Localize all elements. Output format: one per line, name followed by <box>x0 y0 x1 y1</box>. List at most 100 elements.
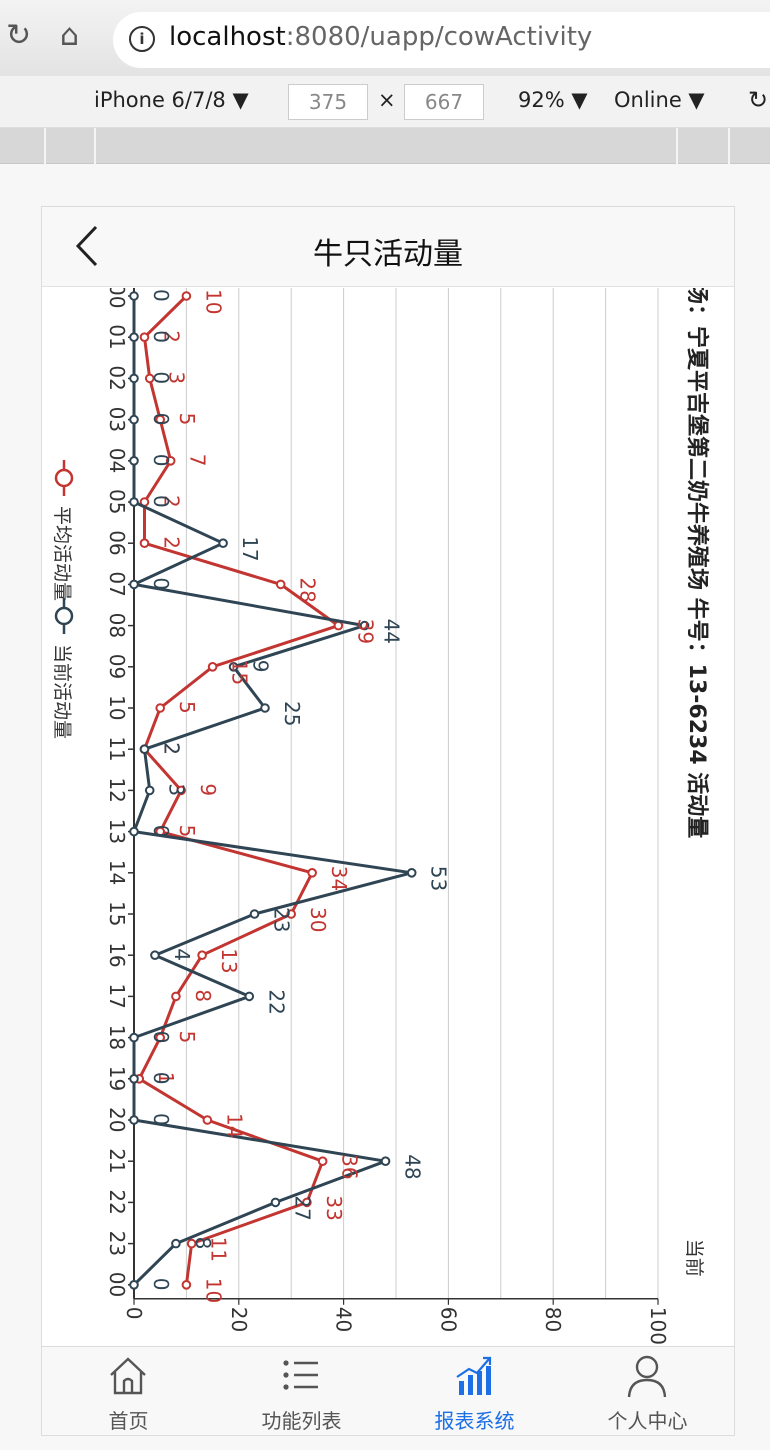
tab-function-list[interactable]: 功能列表 <box>215 1347 388 1435</box>
data-label-cur: 0 <box>149 454 173 467</box>
data-label-avg: 1 <box>154 1072 178 1085</box>
data-label-cur: 22 <box>264 989 288 1014</box>
data-point-avg <box>307 868 317 878</box>
data-point-avg <box>165 456 176 466</box>
browser-toolbar: ↻ ⌂ i localhost:8080/uapp/cowActivity <box>0 0 770 76</box>
url-text: localhost:8080/uapp/cowActivity <box>169 22 593 52</box>
network-select[interactable]: Online ▼ <box>614 88 705 112</box>
data-label-cur: 0 <box>149 825 173 838</box>
data-label-avg: 34 <box>327 866 351 891</box>
tab-home[interactable]: 首页 <box>42 1347 215 1435</box>
chart-icon <box>456 1356 492 1395</box>
tab-home-label: 首页 <box>108 1409 149 1433</box>
home-nav-icon[interactable]: ⌂ <box>60 18 80 53</box>
data-label-cur: 44 <box>380 619 404 644</box>
data-label-avg: 36 <box>338 1154 362 1179</box>
data-point-cur <box>129 373 139 384</box>
data-label-avg: 2 <box>159 536 183 549</box>
tab-profile[interactable]: 个人中心 <box>561 1347 734 1435</box>
data-point-cur <box>129 456 139 466</box>
data-point-avg <box>197 950 207 961</box>
category-label: 16 <box>105 942 129 967</box>
data-point-avg <box>144 373 155 384</box>
legend-label-avg: 平均活动量 <box>51 506 73 601</box>
info-icon[interactable]: i <box>129 26 155 52</box>
value-tick-label: 80 <box>541 1307 565 1332</box>
data-point-cur <box>129 414 139 425</box>
value-tick-label: 60 <box>436 1307 460 1332</box>
data-label-avg: 2 <box>159 742 183 755</box>
data-label-avg: 10 <box>201 1278 225 1303</box>
tab-reports[interactable]: 报表系统 <box>388 1347 561 1435</box>
data-point-avg <box>202 1115 213 1125</box>
reload-icon[interactable]: ↻ <box>6 18 32 53</box>
category-label: 00 <box>105 288 129 308</box>
data-point-avg <box>176 785 186 796</box>
data-label-avg: 14 <box>222 1113 246 1138</box>
value-tick-label: 0 <box>122 1307 146 1320</box>
back-icon[interactable] <box>66 221 110 271</box>
data-label-avg: 7 <box>186 454 210 467</box>
legend-marker-cur <box>54 606 74 626</box>
rotate-icon[interactable]: ↻ <box>748 86 769 114</box>
data-point-cur <box>129 1074 139 1084</box>
data-point-avg <box>286 909 296 919</box>
category-label: 17 <box>105 983 129 1008</box>
data-point-cur <box>129 497 139 507</box>
data-label-avg: 13 <box>217 948 241 973</box>
data-point-cur <box>139 744 150 755</box>
data-label-avg: 28 <box>296 577 320 602</box>
data-label-cur: 0 <box>149 289 173 302</box>
data-point-avg <box>155 1032 165 1043</box>
data-label-avg: 11 <box>207 1237 231 1262</box>
address-bar[interactable]: i localhost:8080/uapp/cowActivity <box>113 12 770 68</box>
data-point-cur <box>150 950 160 961</box>
legend-label-cur: 当前活动量 <box>51 644 73 739</box>
category-label: 11 <box>105 736 129 761</box>
tab-reports-label: 报表系统 <box>434 1409 515 1433</box>
width-input[interactable]: 375 <box>288 84 368 120</box>
data-label-cur: 23 <box>270 907 294 932</box>
data-label-cur: 25 <box>280 701 304 726</box>
data-label-cur: 0 <box>149 577 173 590</box>
value-axis-name: 当前 <box>683 1239 705 1277</box>
app-screen: 牛只活动量 0 20 40 60 80 100 00 01 02 03 04 05 06 07 08 09 10… <box>41 206 735 1436</box>
data-label-avg: 8 <box>191 989 215 1002</box>
data-point-avg <box>155 703 165 713</box>
category-label: 13 <box>105 819 129 844</box>
data-label-avg: 9 <box>196 783 220 796</box>
zoom-select[interactable]: 92% ▼ <box>518 88 588 112</box>
data-point-avg <box>139 538 150 548</box>
page-title: 牛只活动量 <box>313 237 463 272</box>
data-label-cur: 53 <box>427 866 451 891</box>
data-label-cur: 4 <box>170 948 194 961</box>
data-label-cur: 27 <box>290 1195 314 1220</box>
category-label: 20 <box>105 1107 129 1132</box>
data-point-cur <box>129 579 139 590</box>
data-point-avg <box>181 1280 192 1290</box>
data-point-avg <box>317 1156 328 1167</box>
category-label: 22 <box>105 1189 129 1214</box>
data-point-cur <box>129 332 139 343</box>
user-icon <box>627 1355 667 1398</box>
height-input[interactable]: 667 <box>404 84 484 120</box>
data-label-cur: 9 <box>249 660 273 673</box>
data-point-cur <box>129 1280 139 1290</box>
data-label-avg: 5 <box>175 701 199 714</box>
data-point-avg <box>139 332 150 343</box>
value-tick-label: 100 <box>646 1307 670 1345</box>
data-point-cur <box>129 1115 139 1125</box>
data-label-cur: 8 <box>191 1237 215 1250</box>
data-label-avg: 15 <box>228 660 252 685</box>
data-label-cur: 0 <box>149 1113 173 1126</box>
data-label-avg: 2 <box>159 330 183 343</box>
home-icon <box>110 1357 146 1395</box>
tab-profile-label: 个人中心 <box>607 1409 688 1433</box>
device-select[interactable]: iPhone 6/7/8 ▼ <box>94 88 249 112</box>
data-point-cur <box>244 991 255 1002</box>
category-label: 19 <box>105 1066 129 1091</box>
data-point-avg <box>302 1197 312 1208</box>
value-tick-label: 20 <box>227 1307 251 1332</box>
category-label: 15 <box>105 901 129 926</box>
data-label-avg: 30 <box>306 907 330 932</box>
